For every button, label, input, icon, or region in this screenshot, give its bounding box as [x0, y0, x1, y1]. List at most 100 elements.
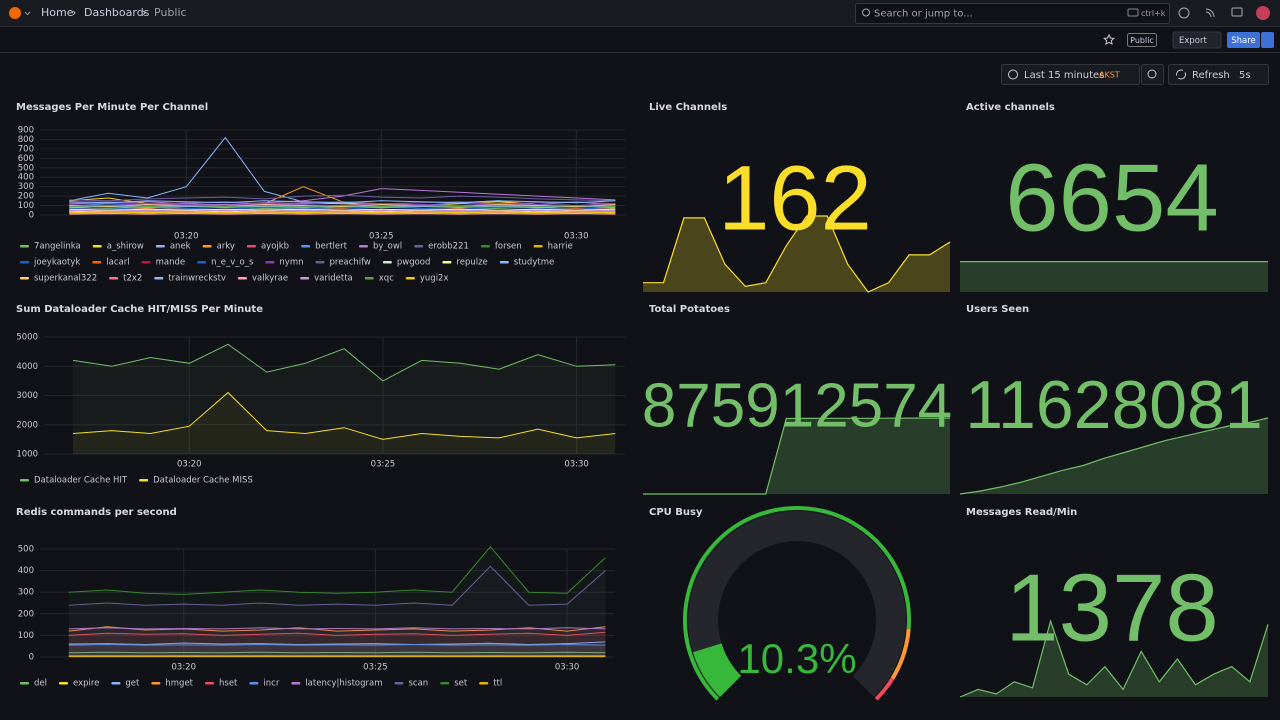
series-area	[68, 627, 606, 657]
logo[interactable]	[9, 7, 21, 19]
panel-title: Messages Per Minute Per Channel	[16, 102, 208, 113]
legend-swatch	[499, 261, 509, 264]
refresh-button[interactable]	[1168, 64, 1269, 85]
y-tick-label: 900	[18, 126, 34, 136]
legend-label: set	[454, 679, 468, 689]
legend-swatch	[155, 245, 165, 248]
legend-label: hmget	[165, 679, 193, 689]
export-label: Export	[1179, 36, 1207, 46]
refresh-label: Refresh	[1192, 70, 1230, 81]
panel-title: Redis commands per second	[16, 507, 177, 518]
legend-swatch	[533, 245, 543, 248]
legend-label: valkyrae	[252, 274, 288, 284]
search-icon	[862, 8, 870, 17]
refresh-icon	[1176, 69, 1186, 80]
x-tick-label: 03:20	[174, 232, 199, 242]
legend-swatch	[315, 261, 325, 264]
y-tick-label: 400	[18, 173, 34, 183]
legend-label: latency|histogram	[305, 679, 382, 689]
legend-swatch	[301, 245, 311, 248]
y-tick-label: 200	[18, 192, 34, 202]
series-line	[72, 343, 616, 382]
legend-label: Dataloader Cache MISS	[153, 476, 253, 486]
avatar[interactable]	[1256, 6, 1270, 20]
legend-label: a_shirow	[107, 242, 144, 252]
gauge-label: 10.3%	[737, 635, 856, 682]
y-tick-label: 4000	[16, 362, 38, 372]
series-line	[69, 194, 616, 202]
series-area	[68, 641, 606, 657]
legend-swatch	[480, 245, 490, 248]
legend-swatch	[246, 245, 256, 248]
panel	[8, 501, 632, 701]
series-area	[68, 566, 606, 657]
legend-swatch	[141, 261, 151, 264]
panel	[958, 298, 1270, 498]
gauge-threshold	[874, 677, 895, 701]
y-tick-label: 0	[29, 653, 34, 663]
legend-swatch	[139, 479, 149, 482]
legend-label: studytme	[514, 258, 554, 268]
share-button[interactable]	[1227, 32, 1260, 48]
legend-label: xqc	[379, 274, 394, 284]
clock-icon	[1008, 69, 1018, 80]
y-tick-label: 2000	[16, 420, 38, 430]
zoom-out[interactable]	[1141, 64, 1164, 85]
stat-value: 162	[718, 147, 872, 249]
legend-label: n_e_v_o_s	[211, 258, 254, 268]
panel-title: CPU Busy	[649, 507, 703, 518]
gauge-threshold	[683, 506, 911, 701]
refresh-interval[interactable]: 5s	[1239, 70, 1251, 81]
panel	[8, 298, 632, 498]
panel	[958, 96, 1270, 296]
legend-label: mande	[156, 258, 186, 268]
legend-swatch	[92, 261, 102, 264]
gauge-threshold	[890, 628, 911, 680]
legend-label: joeykaotyk	[33, 258, 80, 268]
legend-swatch	[20, 245, 29, 248]
sparkline	[643, 215, 951, 293]
legend-label: superkanal322	[34, 274, 97, 284]
help-icon[interactable]	[1178, 7, 1190, 19]
breadcrumb[interactable]: Home	[41, 6, 74, 19]
legend-swatch	[20, 261, 29, 264]
legend-label: forsen	[495, 242, 522, 252]
legend-label: scan	[409, 679, 429, 689]
search-box[interactable]	[855, 3, 1170, 24]
star-icon[interactable]	[1103, 33, 1115, 45]
x-tick-label: 03:30	[555, 663, 580, 673]
y-tick-label: 800	[18, 135, 34, 145]
legend-swatch	[109, 277, 119, 280]
legend-label: get	[125, 679, 140, 689]
legend-label: incr	[263, 679, 279, 689]
series-line	[68, 546, 606, 595]
stat-value: 6654	[1005, 144, 1219, 251]
time-picker[interactable]	[1001, 64, 1140, 85]
sparkline-area	[960, 621, 1268, 697]
share-menu[interactable]	[1261, 32, 1274, 48]
legend-label: hset	[219, 679, 238, 689]
export-button[interactable]	[1172, 31, 1222, 49]
news-icon[interactable]	[1205, 8, 1215, 18]
x-tick-label: 03:25	[369, 232, 394, 242]
y-tick-label: 3000	[16, 391, 38, 401]
y-tick-label: 300	[18, 588, 34, 598]
legend-swatch	[237, 277, 247, 280]
time-range: Last 15 minutes	[1024, 70, 1104, 81]
x-tick-label: 03:25	[371, 460, 396, 470]
gauge-track	[688, 511, 906, 698]
search-placeholder: Search or jump to...	[874, 9, 973, 20]
legend-label: 7angelinka	[34, 242, 81, 252]
series-line	[69, 206, 616, 210]
legend-label: yugi2x	[420, 274, 449, 284]
legend-swatch	[442, 261, 452, 264]
breadcrumb[interactable]: Dashboards	[84, 6, 150, 19]
kiosk-icon[interactable]	[1231, 7, 1243, 17]
x-tick-label: 03:30	[564, 460, 589, 470]
legend-label: by_owl	[373, 242, 402, 252]
y-tick-label: 5000	[16, 333, 38, 343]
legend-label: harrie	[548, 242, 573, 252]
panel	[641, 298, 952, 498]
y-tick-label: 400	[18, 566, 34, 576]
